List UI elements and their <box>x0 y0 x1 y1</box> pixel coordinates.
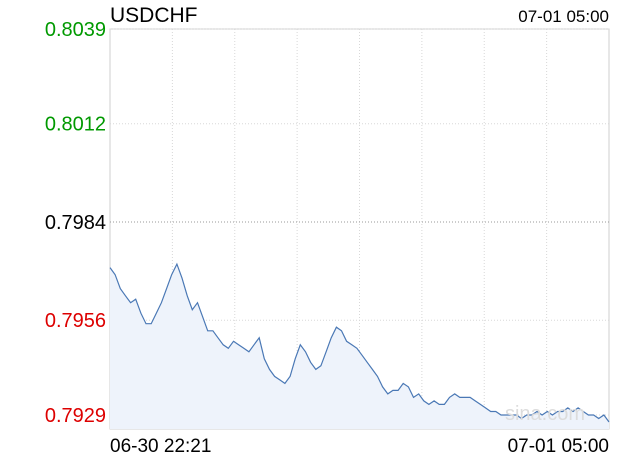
y-tick-label: 0.8012 <box>45 114 106 136</box>
watermark: sina.com <box>505 403 585 425</box>
y-tick-label: 0.8039 <box>45 19 106 41</box>
y-tick-label: 0.7984 <box>45 212 106 234</box>
series-line-layer <box>109 262 610 423</box>
series-line <box>109 262 610 423</box>
series-area <box>110 264 609 429</box>
x-tick-label-end: 07-01 05:00 <box>508 436 609 457</box>
y-tick-label: 0.7956 <box>45 310 106 332</box>
area-layer <box>110 264 609 429</box>
x-tick-label-start: 06-30 22:21 <box>110 436 211 457</box>
y-axis-tick-labels: 0.8039 0.8012 0.7984 0.7956 0.7929 <box>45 19 106 427</box>
chart-title: USDCHF <box>110 4 198 27</box>
chart-timestamp: 07-01 05:00 <box>518 7 609 26</box>
y-tick-label: 0.7929 <box>45 405 106 427</box>
